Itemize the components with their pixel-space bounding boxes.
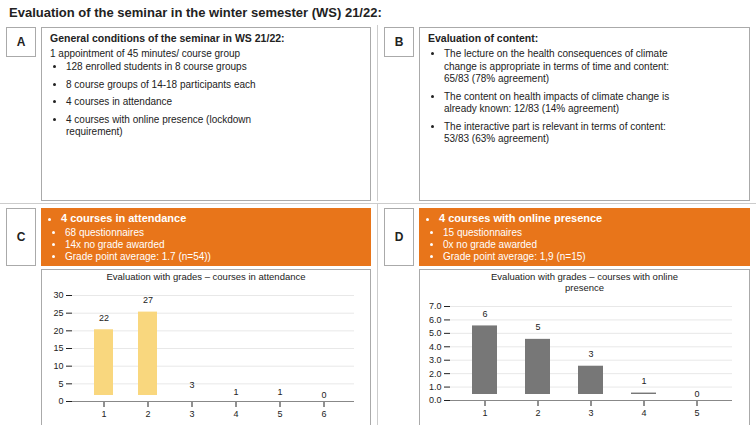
html-text:Grade point average: 1.7 (n=54: Grade point average: 1.7 (n=54))	[65, 251, 211, 263]
svg-text:0.0: 0.0	[429, 395, 442, 405]
svg-text:3: 3	[189, 380, 194, 390]
svg-text:3: 3	[189, 409, 194, 419]
html-text:0x no grade awarded: 0x no grade awarded	[443, 239, 537, 251]
svg-text:1: 1	[233, 387, 238, 397]
svg-text:15: 15	[53, 343, 63, 353]
svg-text:22: 22	[99, 313, 109, 323]
html-text:Evaluation with grades – cours: Evaluation with grades – courses with on…	[491, 271, 678, 293]
html-text:4 courses in attendance: 4 courses in attendance	[66, 96, 173, 107]
svg-text:0: 0	[694, 389, 699, 399]
html-text:14x no grade awarded: 14x no grade awarded	[65, 239, 165, 251]
svg-text:1: 1	[641, 376, 646, 386]
html-text:15 questionnaires: 15 questionnaires	[443, 227, 522, 239]
html-text:D: D	[394, 230, 404, 244]
html-text:68 questionnaires: 68 questionnaires	[65, 227, 144, 239]
html-text:Evaluation with grades – cours: Evaluation with grades – courses in atte…	[106, 271, 306, 282]
svg-text:0: 0	[58, 396, 63, 406]
html-text:8 course groups of 14-18 parti: 8 course groups of 14-18 participants ea…	[66, 78, 256, 90]
svg-text:7.0: 7.0	[429, 301, 442, 311]
svg-text:1.0: 1.0	[429, 382, 442, 392]
html-text:Grade point average: 1,9 (n=15: Grade point average: 1,9 (n=15)	[443, 251, 586, 263]
svg-text:2.0: 2.0	[429, 368, 442, 378]
html-text:B: B	[394, 35, 404, 49]
svg-text:3.0: 3.0	[429, 355, 442, 365]
svg-text:3: 3	[588, 349, 593, 359]
svg-text:4.0: 4.0	[429, 342, 442, 352]
html-text:1 appointment of 45 minutes/ c: 1 appointment of 45 minutes/ course grou…	[50, 48, 241, 59]
svg-text:4: 4	[641, 408, 646, 418]
html-text:4 courses with online presence: 4 courses with online presence (lockdown…	[66, 113, 252, 137]
svg-text:6: 6	[321, 409, 326, 419]
svg-text:5: 5	[535, 322, 540, 332]
svg-text:10: 10	[53, 361, 63, 371]
html-text:4 courses in attendance: 4 courses in attendance	[61, 212, 187, 224]
html-text:The content on health impacts: The content on health impacts of climate…	[444, 90, 670, 114]
html-text:C: C	[16, 230, 26, 244]
svg-text:6: 6	[482, 309, 487, 319]
svg-text:27: 27	[143, 295, 153, 305]
svg-text:4: 4	[233, 409, 238, 419]
html-text:General conditions of the semi: General conditions of the seminar in WS …	[50, 32, 285, 44]
svg-text:2: 2	[145, 409, 150, 419]
svg-text:1: 1	[101, 409, 106, 419]
html-text:A: A	[16, 35, 26, 49]
html-text:Evaluation of content:: Evaluation of content:	[428, 32, 539, 44]
html-text:The lecture on the health cons: The lecture on the health consequences o…	[444, 48, 670, 84]
svg-text:25: 25	[53, 308, 63, 318]
svg-text:5: 5	[277, 409, 282, 419]
svg-text:5: 5	[694, 408, 699, 418]
svg-text:5.0: 5.0	[429, 328, 442, 338]
svg-text:0: 0	[321, 390, 326, 400]
svg-text:3: 3	[588, 408, 593, 418]
svg-text:1: 1	[482, 408, 487, 418]
svg-text:1: 1	[277, 387, 282, 397]
html-text:The interactive part is releva: The interactive part is relevant in term…	[444, 120, 666, 144]
svg-text:5: 5	[58, 379, 63, 389]
html-text:128 enrolled students in 8 cou: 128 enrolled students in 8 course groups	[66, 61, 247, 72]
svg-text:6.0: 6.0	[429, 315, 442, 325]
html-text:Evaluation of the seminar in t: Evaluation of the seminar in the winter …	[9, 5, 382, 20]
svg-text:20: 20	[53, 326, 63, 336]
svg-text:30: 30	[53, 290, 63, 300]
html-text:4 courses with online presence: 4 courses with online presence	[439, 212, 603, 224]
svg-text:2: 2	[535, 408, 540, 418]
